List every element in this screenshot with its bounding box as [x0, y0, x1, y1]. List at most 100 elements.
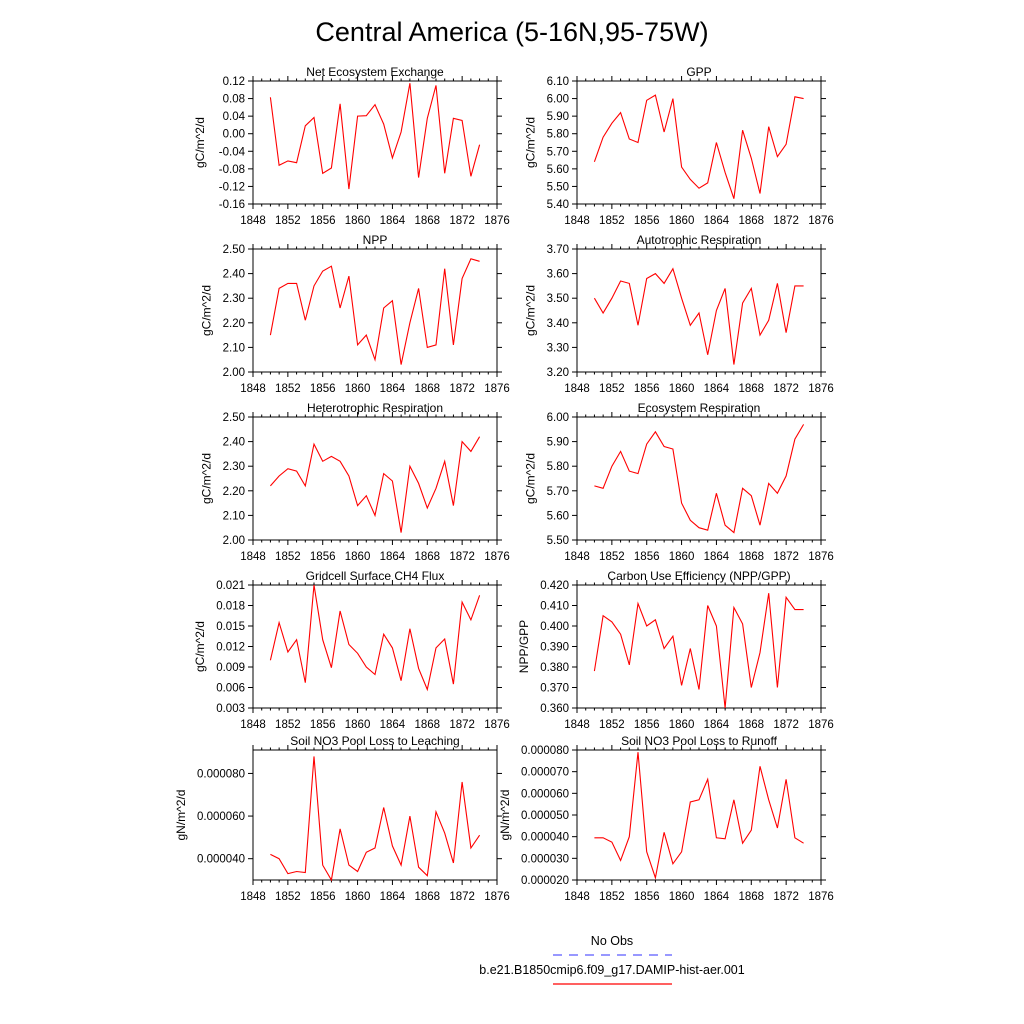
x-tick-label: 1860 — [345, 215, 371, 227]
y-tick-label: 2.20 — [223, 486, 245, 498]
y-axis-label: NPP/GPP — [517, 620, 531, 673]
x-tick-label: 1868 — [738, 551, 764, 563]
y-tick-label: 2.40 — [223, 437, 245, 449]
x-tick-label: 1856 — [634, 719, 660, 731]
y-tick-label: 5.80 — [547, 129, 569, 141]
x-tick-label: 1868 — [738, 383, 764, 395]
x-tick-label: 1868 — [414, 551, 440, 563]
x-tick-label: 1872 — [449, 215, 475, 227]
y-tick-label: 3.40 — [547, 318, 569, 330]
panel-title: Gridcell Surface CH4 Flux — [306, 569, 445, 583]
x-tick-label: 1864 — [380, 891, 406, 903]
series-line — [269, 258, 480, 365]
x-tick-label: 1876 — [808, 215, 834, 227]
x-tick-label: 1856 — [634, 891, 660, 903]
y-tick-label: 6.00 — [547, 94, 569, 106]
y-axis-label: gN/m^2/d — [174, 790, 188, 841]
y-tick-label: 0.000020 — [521, 875, 569, 887]
plot-frame — [252, 749, 498, 881]
series-line — [593, 94, 804, 199]
y-tick-label: 3.70 — [547, 244, 569, 256]
x-tick-label: 1868 — [738, 719, 764, 731]
panel-soil-no3-pool-loss-to-runoff: Soil NO3 Pool Loss to Runoff 1848 1852 1856… — [498, 734, 834, 903]
y-axis-label: gN/m^2/d — [498, 790, 512, 841]
y-tick-label: 0.021 — [216, 580, 245, 592]
x-tick-label: 1864 — [704, 215, 730, 227]
y-tick-label: 0.00 — [223, 129, 245, 141]
y-tick-label: 3.20 — [547, 367, 569, 379]
legend-label-model-run: b.e21.B1850cmip6.f09_g17.DAMIP-hist-aer.… — [479, 963, 744, 977]
x-tick-label: 1856 — [310, 719, 336, 731]
y-tick-label: 0.08 — [223, 94, 245, 106]
panel-gridcell-surface-ch4-flux: Gridcell Surface CH4 Flux 1848 1852 1856 186… — [193, 569, 510, 731]
y-tick-label: 6.10 — [547, 76, 569, 88]
panel-gpp: GPP 1848 1852 1856 1860 1864 1868 1872 1876 5.40 5… — [523, 65, 833, 227]
y-axis-label: gC/m^2/d — [193, 117, 207, 168]
plot-frame — [576, 80, 822, 205]
y-tick-label: 2.40 — [223, 269, 245, 281]
y-tick-label: -0.12 — [219, 181, 245, 193]
y-tick-label: 0.000040 — [521, 832, 569, 844]
figure-title: Central America (5-16N,95-75W) — [315, 17, 708, 47]
y-tick-label: 0.12 — [223, 76, 245, 88]
y-tick-label: 0.000080 — [521, 745, 569, 757]
y-tick-label: 0.000040 — [197, 854, 245, 866]
y-tick-label: 0.000060 — [521, 788, 569, 800]
x-tick-label: 1848 — [240, 891, 266, 903]
y-tick-label: -0.16 — [219, 199, 245, 211]
legend-label-no-obs: No Obs — [591, 934, 633, 948]
x-tick-label: 1876 — [808, 383, 834, 395]
y-tick-label: 3.50 — [547, 293, 569, 305]
x-tick-label: 1856 — [634, 383, 660, 395]
x-tick-label: 1860 — [669, 719, 695, 731]
y-axis-label: gC/m^2/d — [523, 285, 537, 336]
x-tick-label: 1852 — [599, 891, 625, 903]
x-tick-label: 1852 — [275, 215, 301, 227]
plot-frame — [252, 80, 498, 205]
x-tick-label: 1864 — [704, 891, 730, 903]
y-tick-label: 0.018 — [216, 601, 245, 613]
x-tick-label: 1864 — [380, 383, 406, 395]
x-tick-label: 1872 — [773, 891, 799, 903]
y-tick-label: 2.10 — [223, 510, 245, 522]
y-tick-label: 0.370 — [540, 683, 569, 695]
x-tick-label: 1876 — [484, 719, 510, 731]
y-tick-label: 0.04 — [223, 111, 246, 123]
y-tick-label: 2.30 — [223, 461, 245, 473]
x-tick-label: 1864 — [704, 551, 730, 563]
x-tick-label: 1860 — [669, 551, 695, 563]
x-tick-label: 1876 — [484, 215, 510, 227]
panel-title: Autotrophic Respiration — [637, 233, 762, 247]
y-tick-label: 2.50 — [223, 412, 245, 424]
x-tick-label: 1868 — [414, 383, 440, 395]
y-tick-label: 0.009 — [216, 662, 245, 674]
series-line — [269, 83, 481, 190]
y-tick-label: 2.50 — [223, 244, 245, 256]
x-tick-label: 1860 — [345, 719, 371, 731]
x-tick-label: 1872 — [773, 383, 799, 395]
x-tick-label: 1872 — [449, 551, 475, 563]
series-line — [593, 593, 804, 709]
x-tick-label: 1848 — [240, 551, 266, 563]
series-line — [270, 756, 481, 882]
x-tick-label: 1852 — [599, 383, 625, 395]
panel-npp: NPP 1848 1852 1856 1860 1864 1868 1872 1876 2.00 2… — [199, 233, 509, 395]
panel-title: Net Ecosystem Exchange — [306, 65, 444, 79]
y-tick-label: 5.50 — [547, 535, 569, 547]
y-tick-label: 0.360 — [540, 703, 569, 715]
x-tick-label: 1856 — [310, 215, 336, 227]
y-tick-label: 5.80 — [547, 461, 569, 473]
y-axis-label: gC/m^2/d — [199, 285, 213, 336]
y-tick-label: 0.000060 — [197, 811, 245, 823]
y-tick-label: 5.90 — [547, 111, 569, 123]
plot-frame — [252, 248, 498, 373]
y-tick-label: 5.60 — [547, 510, 569, 522]
y-tick-label: 3.30 — [547, 342, 569, 354]
x-tick-label: 1868 — [738, 215, 764, 227]
x-tick-label: 1856 — [310, 383, 336, 395]
panel-soil-no3-pool-loss-to-leaching: Soil NO3 Pool Loss to Leaching 1848 1852 18… — [174, 734, 510, 903]
series-line — [269, 584, 481, 692]
x-tick-label: 1872 — [449, 891, 475, 903]
plot-frame — [576, 749, 822, 881]
